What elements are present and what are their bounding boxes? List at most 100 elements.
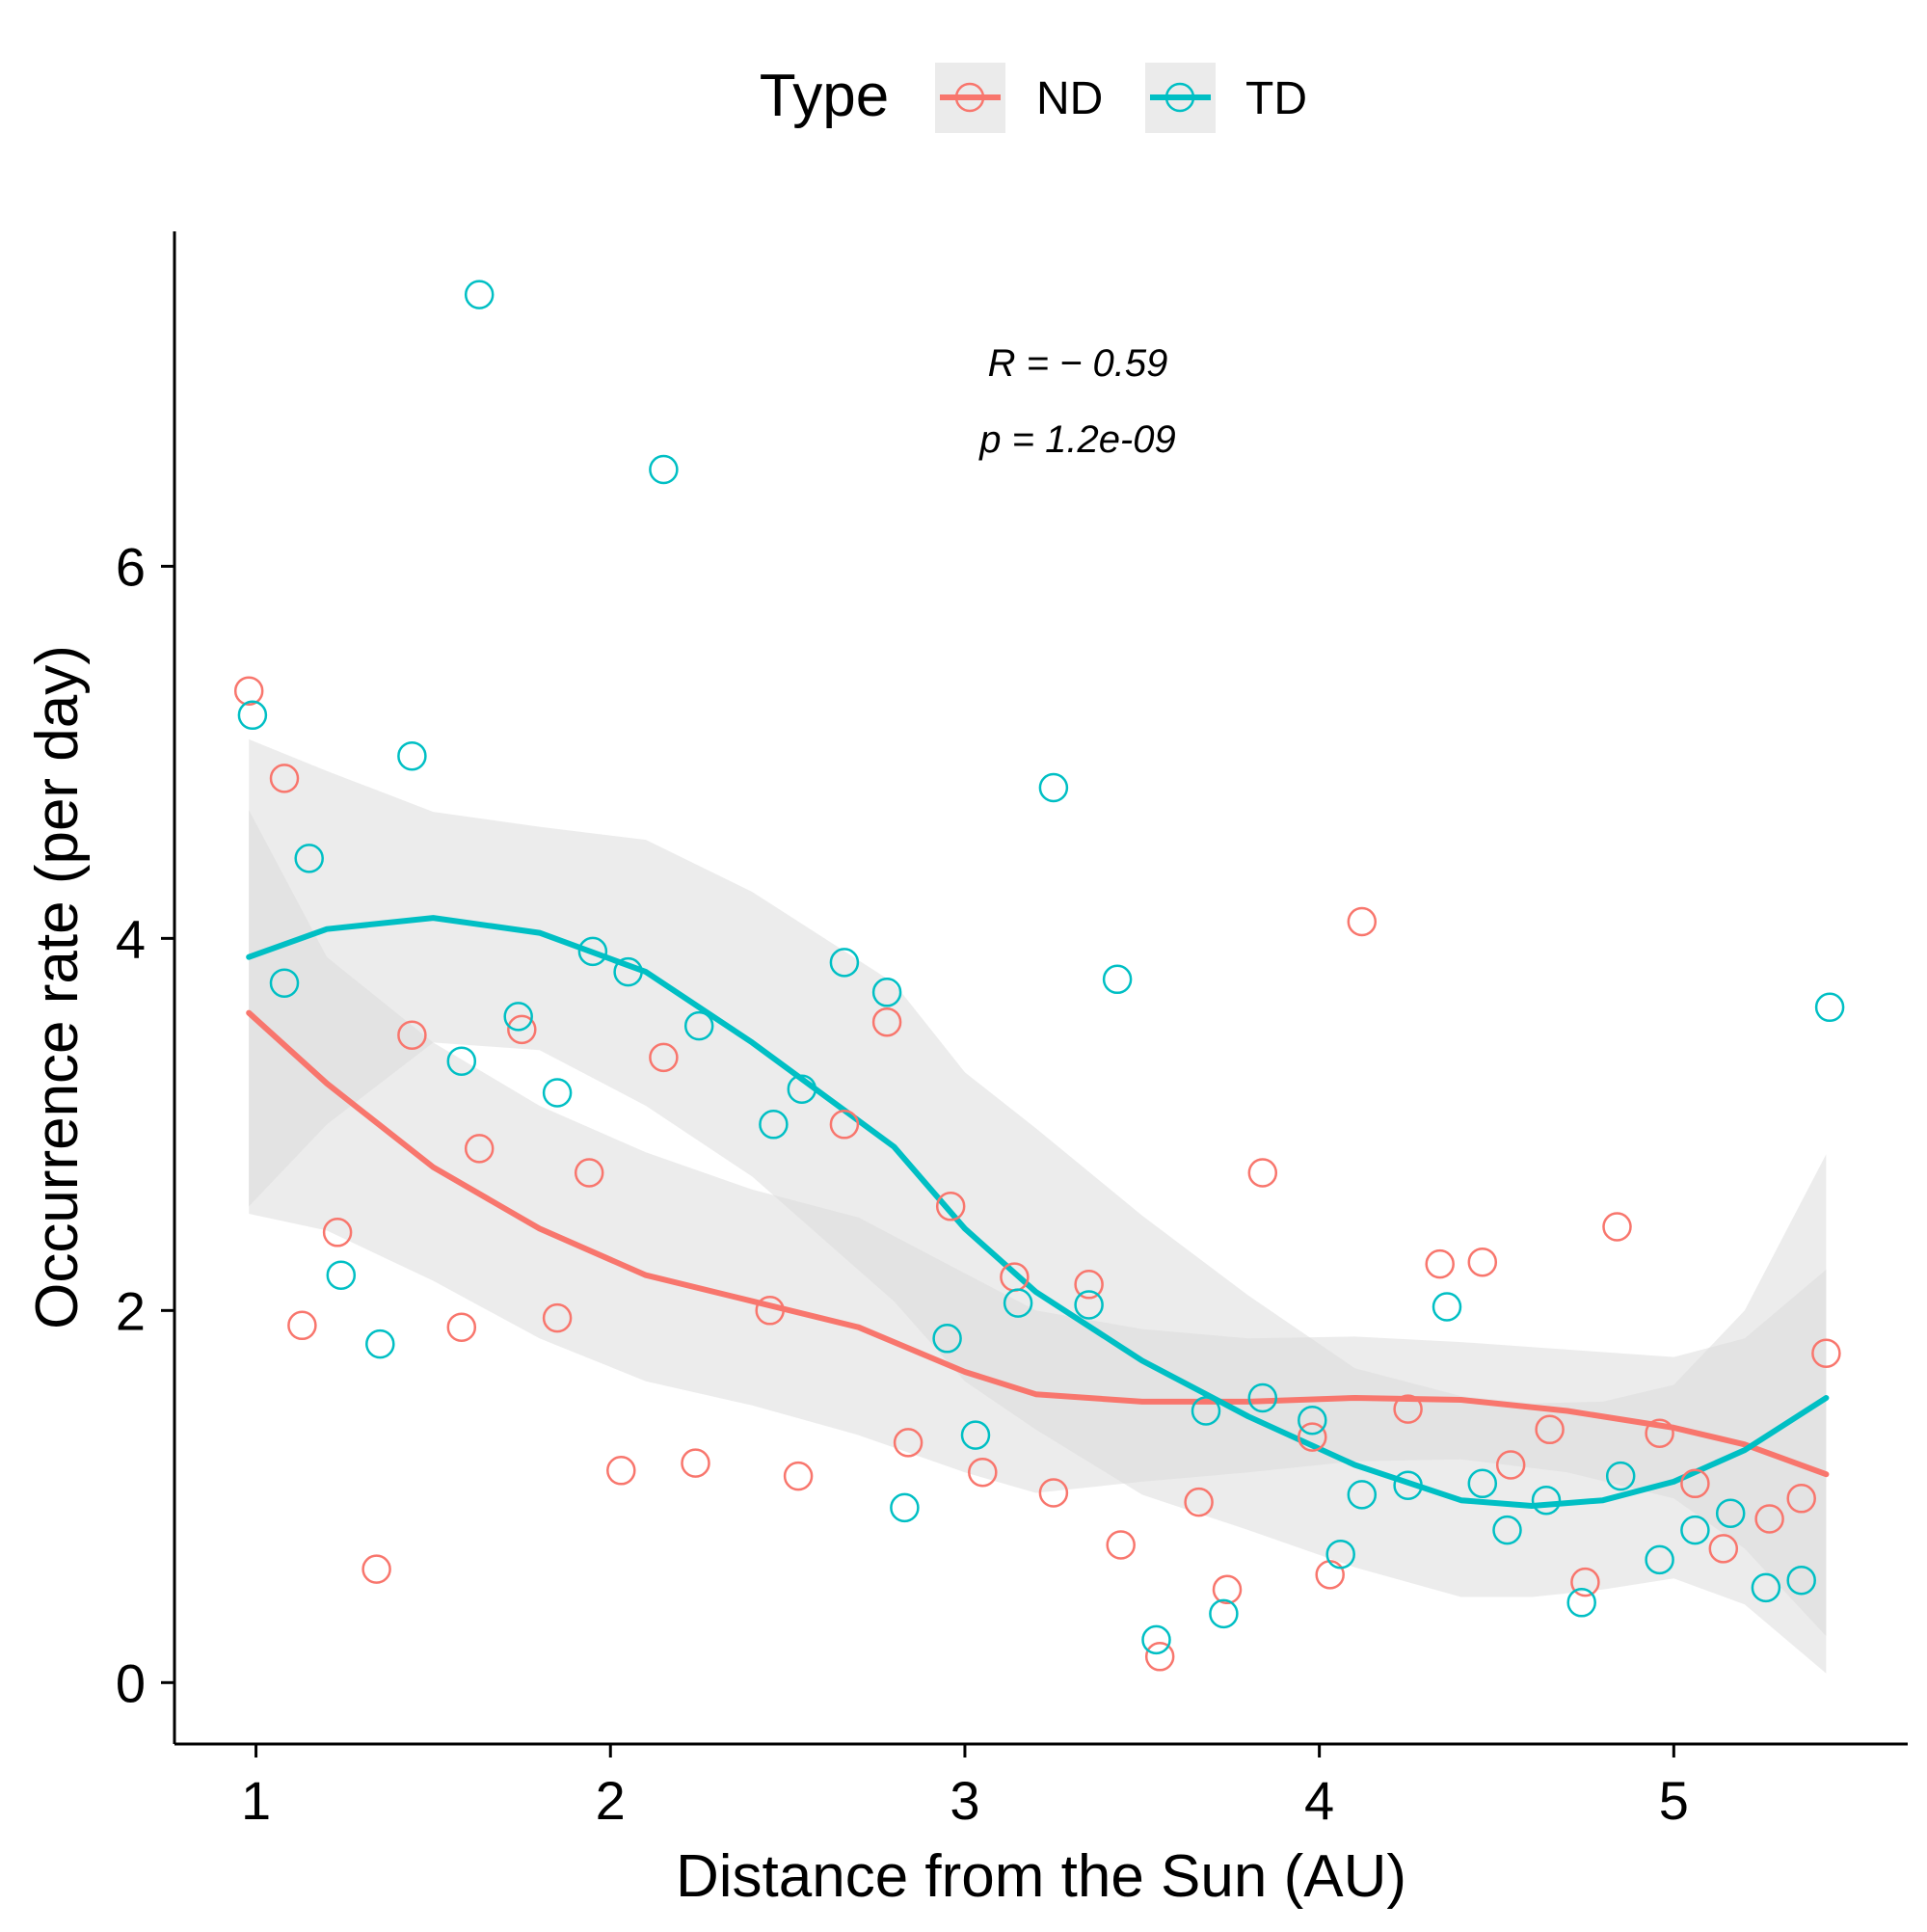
point-nd-24 — [1106, 1530, 1136, 1560]
point-nd-28 — [1247, 1158, 1278, 1188]
point-nd-23 — [1074, 1270, 1104, 1300]
confidence-bands — [249, 738, 1827, 1674]
point-nd-42 — [1754, 1504, 1784, 1534]
correlation-p-label: p = 1.2e-09 — [978, 418, 1176, 461]
point-td-10 — [577, 936, 608, 967]
point-td-14 — [759, 1110, 789, 1140]
point-nd-12 — [649, 1042, 679, 1073]
point-nd-27 — [1212, 1574, 1243, 1605]
point-td-34 — [1467, 1468, 1498, 1499]
point-nd-4 — [361, 1554, 391, 1584]
point-td-16 — [829, 948, 860, 978]
legend-item-td[interactable]: TD — [1145, 63, 1307, 133]
point-nd-18 — [893, 1428, 923, 1458]
point-td-8 — [503, 1002, 533, 1032]
point-td-36 — [1531, 1485, 1562, 1516]
axis-ticks: 1 2 3 4 5 0 2 4 6 — [116, 536, 1689, 1831]
point-nd-6 — [446, 1312, 477, 1342]
legend-label-td: TD — [1245, 73, 1307, 124]
point-nd-20 — [968, 1457, 998, 1488]
point-td-42 — [1751, 1572, 1781, 1603]
point-td-6 — [446, 1046, 477, 1076]
point-nd-29 — [1298, 1422, 1327, 1452]
point-td-29 — [1298, 1405, 1327, 1436]
point-nd-35 — [1495, 1450, 1526, 1480]
point-td-0 — [237, 700, 268, 731]
point-td-25 — [1141, 1624, 1171, 1655]
legend: Type ND TD — [760, 63, 1307, 133]
point-nd-44 — [1811, 1338, 1841, 1368]
y-axis-label: Occurrence rate (per day) — [24, 645, 91, 1329]
axes — [173, 231, 1908, 1746]
point-nd-40 — [1680, 1468, 1710, 1499]
x-tick-label-5: 5 — [1659, 1770, 1689, 1831]
point-nd-3 — [322, 1218, 353, 1248]
y-tick-label-6: 6 — [116, 536, 146, 597]
point-nd-33 — [1425, 1248, 1455, 1279]
point-td-7 — [464, 280, 495, 309]
x-tick-label-2: 2 — [596, 1770, 626, 1831]
point-td-32 — [1393, 1470, 1423, 1500]
point-nd-26 — [1184, 1487, 1214, 1517]
point-td-19 — [932, 1324, 962, 1354]
point-nd-36 — [1535, 1414, 1565, 1445]
legend-marker-td — [1164, 82, 1195, 113]
point-nd-22 — [1038, 1478, 1069, 1508]
point-nd-0 — [233, 676, 264, 706]
point-nd-25 — [1144, 1642, 1175, 1672]
point-td-23 — [1074, 1290, 1104, 1320]
point-td-3 — [326, 1260, 357, 1290]
point-td-28 — [1247, 1382, 1278, 1413]
point-td-17 — [871, 978, 902, 1007]
point-td-4 — [365, 1328, 395, 1359]
point-nd-17 — [871, 1006, 902, 1037]
point-nd-2 — [287, 1310, 317, 1341]
point-td-43 — [1786, 1565, 1816, 1596]
trend-line-td — [246, 915, 1830, 1509]
point-td-22 — [1038, 772, 1069, 803]
point-td-13 — [683, 1010, 714, 1041]
point-td-30 — [1347, 1480, 1378, 1510]
legend-marker-nd — [954, 82, 985, 113]
point-td-11 — [613, 956, 643, 987]
point-td-15 — [787, 1074, 817, 1104]
data-points — [233, 280, 1845, 1672]
point-nd-13 — [681, 1448, 710, 1478]
x-tick-label-1: 1 — [241, 1770, 271, 1831]
point-td-21 — [1003, 1288, 1033, 1318]
point-nd-41 — [1708, 1534, 1739, 1564]
point-nd-9 — [542, 1302, 573, 1333]
point-nd-5 — [397, 1020, 427, 1050]
point-td-33 — [1432, 1292, 1462, 1322]
point-td-41 — [1715, 1498, 1746, 1528]
point-td-27 — [1209, 1598, 1239, 1629]
point-td-12 — [649, 454, 679, 485]
point-td-37 — [1566, 1588, 1596, 1618]
point-td-1 — [269, 968, 300, 998]
point-td-20 — [960, 1420, 991, 1450]
legend-title: Type — [760, 63, 889, 129]
correlation-r-label: R = − 0.59 — [988, 342, 1168, 385]
point-nd-1 — [269, 764, 300, 793]
point-nd-8 — [507, 1014, 537, 1045]
trend-lines — [246, 915, 1830, 1509]
point-nd-19 — [935, 1192, 966, 1221]
point-nd-43 — [1786, 1484, 1816, 1514]
point-td-2 — [294, 844, 324, 873]
x-tick-label-3: 3 — [950, 1770, 979, 1831]
point-nd-15 — [783, 1461, 814, 1491]
point-td-31 — [1325, 1539, 1355, 1570]
trend-line-nd — [246, 1009, 1830, 1478]
legend-item-nd[interactable]: ND — [935, 63, 1103, 133]
point-nd-10 — [574, 1158, 604, 1188]
point-td-40 — [1680, 1515, 1710, 1545]
point-nd-37 — [1570, 1567, 1600, 1597]
x-axis-label: Distance from the Sun (AU) — [676, 1843, 1406, 1910]
y-tick-label-2: 2 — [116, 1280, 146, 1341]
point-nd-11 — [606, 1456, 636, 1486]
point-nd-31 — [1347, 906, 1378, 937]
point-nd-39 — [1645, 1418, 1674, 1448]
point-td-5 — [397, 740, 427, 771]
